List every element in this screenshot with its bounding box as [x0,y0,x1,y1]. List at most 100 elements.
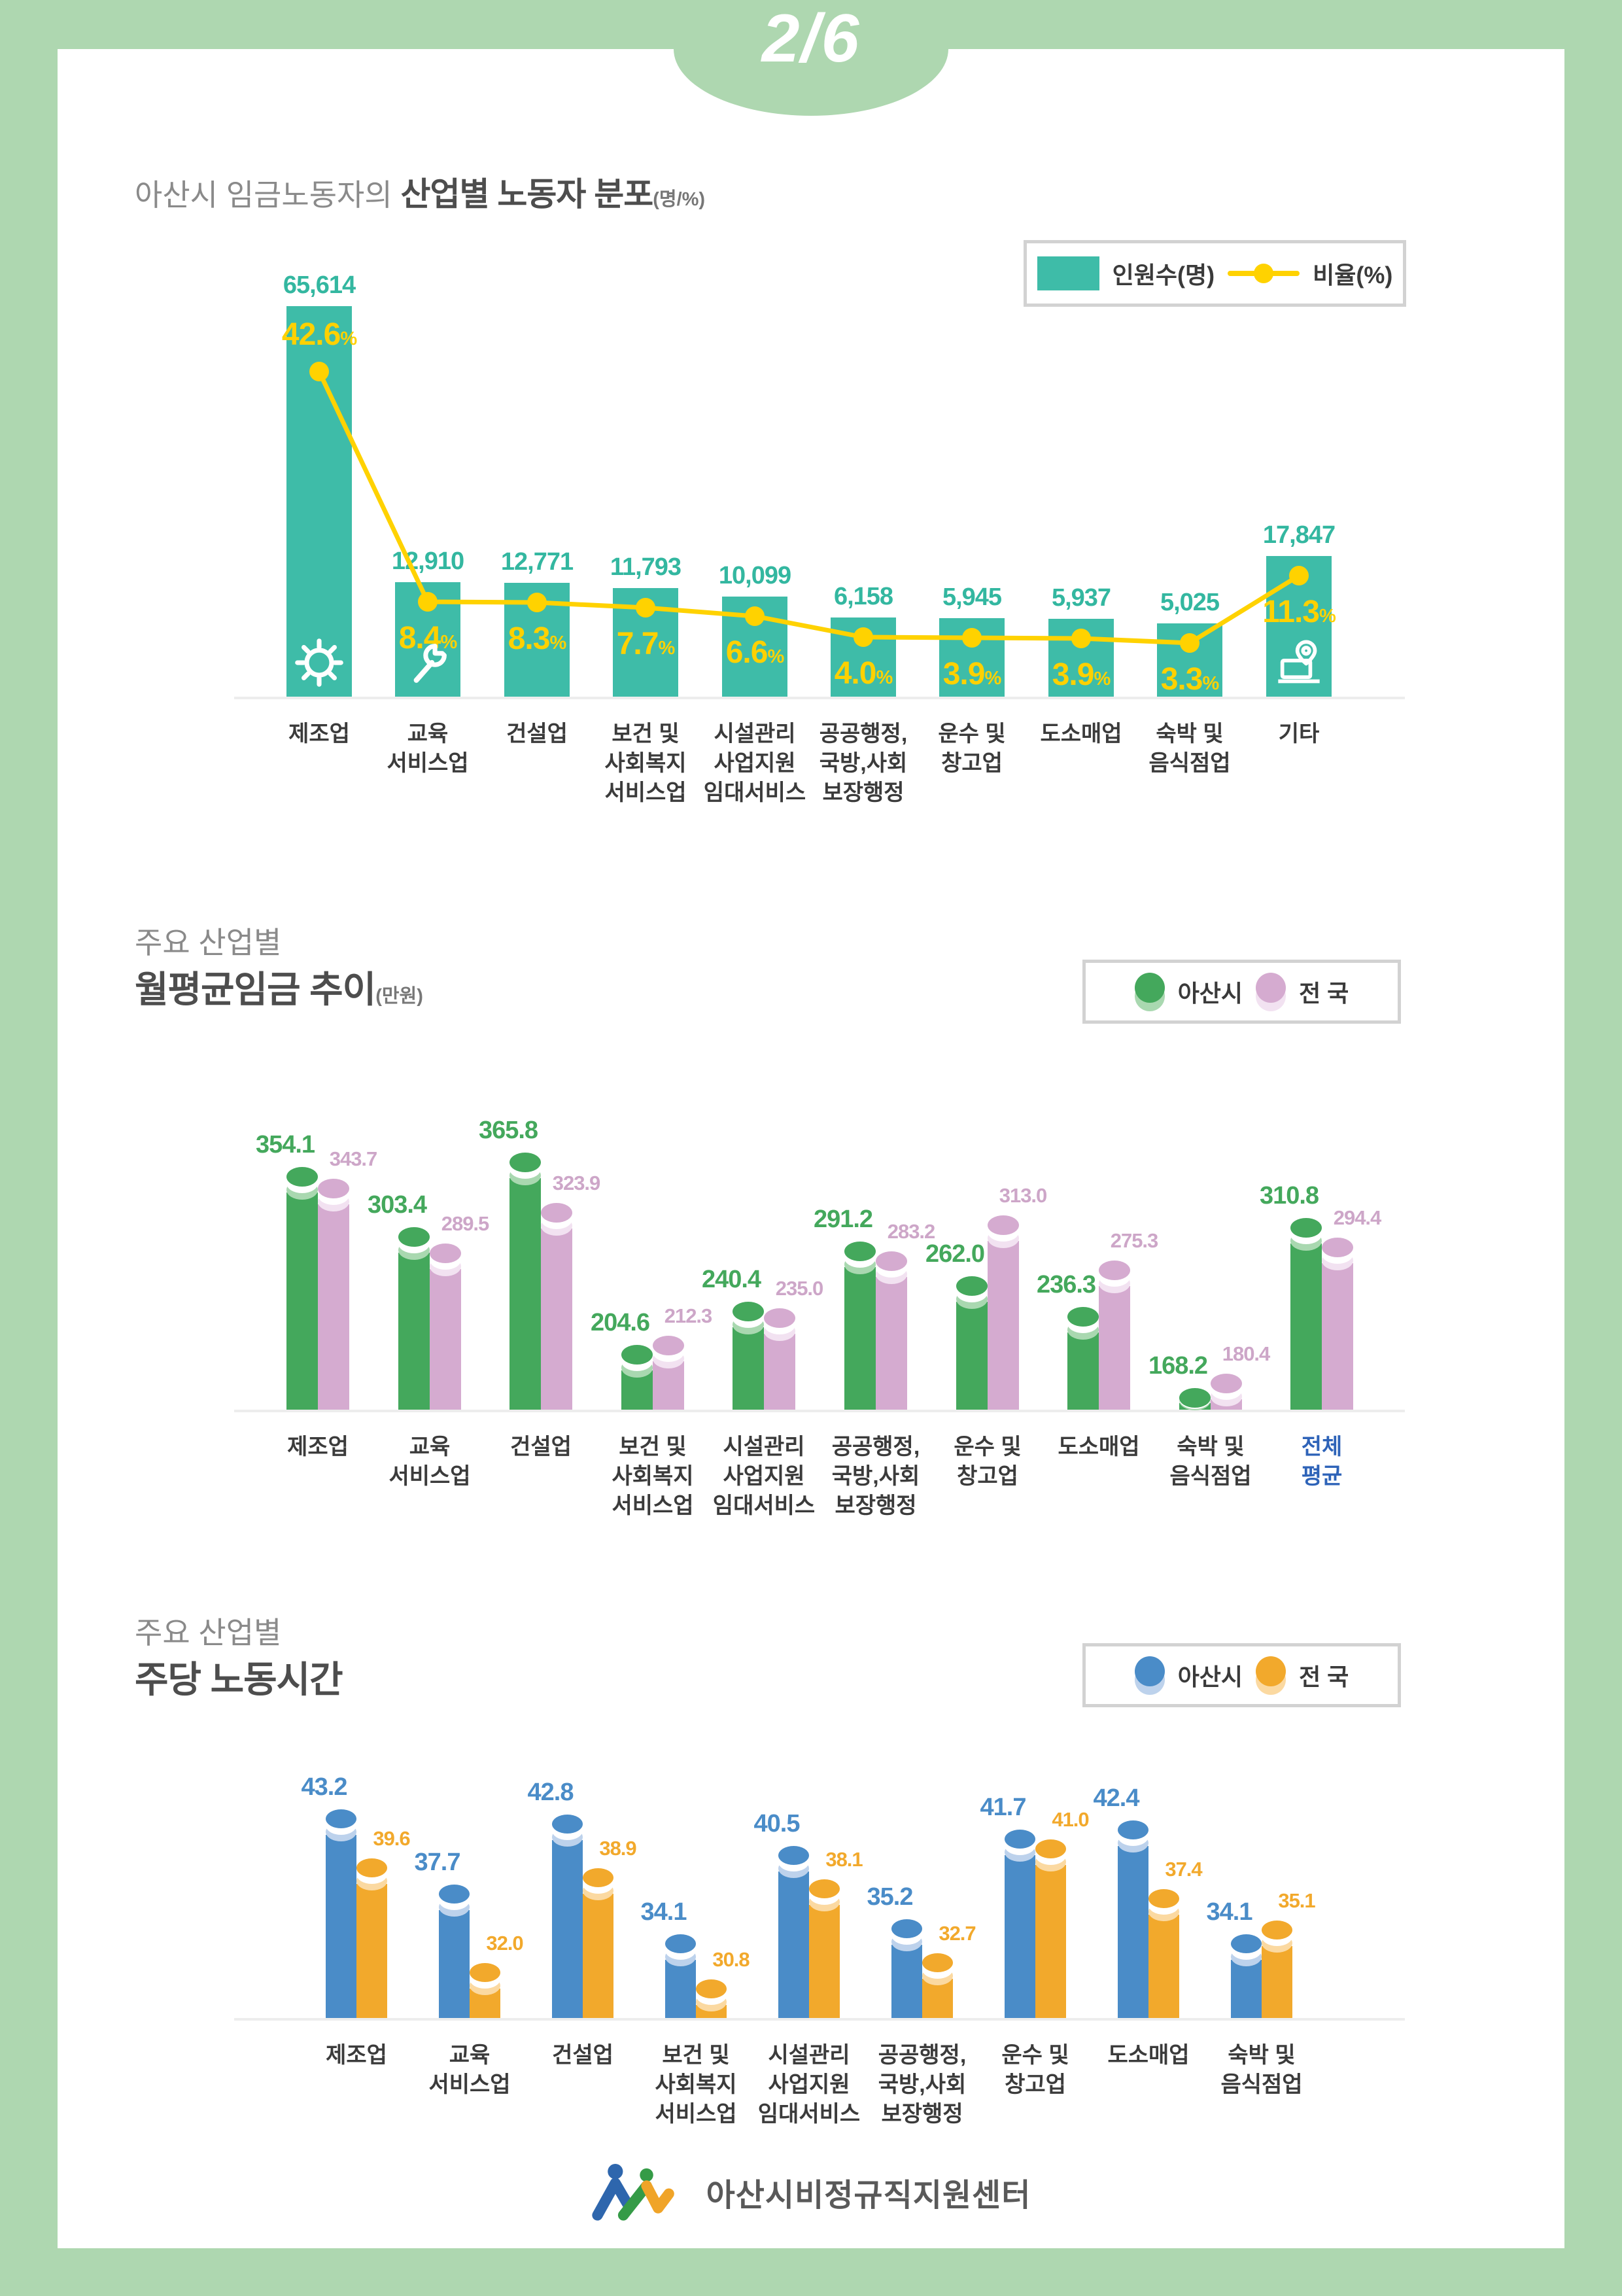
local-bar [891,1919,922,2018]
local-bar [844,1242,876,1410]
local-value-label: 303.4 [367,1191,427,1219]
cylinder-column [956,1302,988,1410]
cylinder-cap [1118,1820,1148,1839]
bar-percent-label: 42.6% [281,317,357,352]
bar-value-label: 12,910 [391,548,464,575]
cylinder-cap [988,1215,1019,1235]
cylinder-cap [665,1934,696,1953]
local-bar [552,1815,583,2018]
cylinder-column [1067,1332,1099,1410]
cylinder-cap [1005,1830,1035,1849]
industry-bar: 12,910 8.4% [392,548,464,697]
national-value-label: 289.5 [441,1212,490,1235]
bar-value-label: 5,945 [942,583,1002,611]
wage-legend: 아산시 전 국 [1082,960,1401,1024]
category-label: 제조업 [288,722,350,746]
cylinder-cap [1211,1374,1242,1393]
cylinder-cap [286,1167,318,1187]
category-label: 시설관리 사업지원 임대서비스 [757,2043,861,2127]
category-label: 보건 및 사회복지 서비스업 [655,2043,737,2127]
cylinder-column [583,1893,613,2018]
national-bar [430,1244,461,1410]
bar-value-label: 6,158 [833,583,893,610]
cylinder-cap [552,1815,583,1834]
category-label: 제조업 [287,1435,349,1459]
cylinder-cap [653,1336,684,1355]
category-label: 기타 [1278,722,1320,746]
local-bar [621,1345,653,1410]
cylinder-cap [318,1179,349,1198]
national-value-label: 212.3 [664,1304,713,1327]
local-bar [665,1934,696,2018]
bar-value-label: 12,771 [500,548,574,576]
industry-bar: 17,847 11.3% [1262,521,1336,697]
local-bar [326,1809,356,2018]
local-bar [1231,1934,1262,2018]
category-label: 보건 및 사회복지 서비스업 [612,1435,694,1518]
national-bar [1322,1238,1353,1410]
category-label: 숙박 및 음식점업 [1148,722,1231,776]
bar-value-label: 5,937 [1051,584,1111,612]
local-bar [1118,1820,1148,2018]
local-bar [286,1167,318,1410]
local-value-label: 40.5 [753,1810,801,1837]
cylinder-cap [1099,1261,1130,1280]
cylinder-cap [1148,1889,1179,1908]
national-value-label: 38.1 [825,1848,863,1871]
cylinder-cap [470,1963,500,1982]
local-value-label: 34.1 [640,1898,687,1926]
cylinder-cap [844,1242,876,1261]
cylinder-cap [876,1251,907,1271]
wage-title-bold: 월평균임금 추이 [135,969,376,1010]
cylinder-cap [1035,1839,1066,1858]
count-legend-swatch [1037,256,1099,290]
industry-bar: 10,099 6.6% [719,562,791,697]
national-value-label: 294.4 [1333,1206,1382,1229]
industry-title-bold: 산업별 노동자 분포 [400,176,653,213]
national-orange-legend-icon [1256,1656,1286,1695]
local-value-label: 236.3 [1036,1271,1096,1298]
wage-chart-title: 주요 산업별 월평균임금 추이(만원) [135,919,423,1023]
industry-bar: 6,158 4.0% [831,583,896,697]
national-value-label: 32.7 [939,1922,976,1945]
org-logo-icon [591,2164,674,2221]
cylinder-column [1099,1286,1130,1410]
bar-percent-label: 3.9% [1052,657,1111,692]
national-value-label: 41.0 [1052,1808,1089,1831]
cylinder-column [665,1959,696,2018]
cylinder-column [439,1909,470,2018]
cylinder-cap [621,1345,653,1365]
cylinder-cap [1290,1218,1322,1238]
national-value-label: 38.9 [599,1837,636,1860]
ratio-line-icon [1228,264,1300,283]
cylinder-column [778,1871,809,2018]
cylinder-cap [733,1302,764,1321]
national-bar [318,1179,349,1410]
local-value-label: 262.0 [925,1240,985,1268]
wrench-icon [403,638,453,687]
national-value-label: 283.2 [887,1220,936,1243]
page-number: 2/6 [761,1,861,77]
wage-title-line1: 주요 산업별 [135,926,282,960]
wage-title-unit: (만원) [375,986,423,1007]
local-value-label: 42.4 [1093,1784,1140,1812]
industry-legend: 인원수(명) 비율(%) [1024,240,1406,307]
national-value-label: 180.4 [1222,1342,1271,1365]
category-label: 교육 서비스업 [387,722,469,776]
local-bar [1067,1307,1099,1410]
national-bar [988,1215,1019,1410]
cylinder-cap [541,1203,572,1223]
local-value-label: 240.4 [701,1266,761,1293]
local-value-label: 204.6 [590,1309,650,1336]
category-label: 도소매업 [1040,722,1122,746]
bar-percent-label: 3.3% [1160,662,1220,697]
cylinder-column [318,1204,349,1410]
national-value-label: 30.8 [712,1948,750,1971]
local-value-label: 365.8 [478,1117,538,1144]
cylinder-column [1262,1945,1292,2018]
category-label-total-average: 전체 평균 [1301,1435,1343,1489]
category-label: 시설관리 사업지원 임대서비스 [703,722,806,805]
local-value-label: 35.2 [867,1883,914,1911]
local-bar [956,1276,988,1410]
hours-title-line1: 주요 산업별 [135,1616,282,1650]
